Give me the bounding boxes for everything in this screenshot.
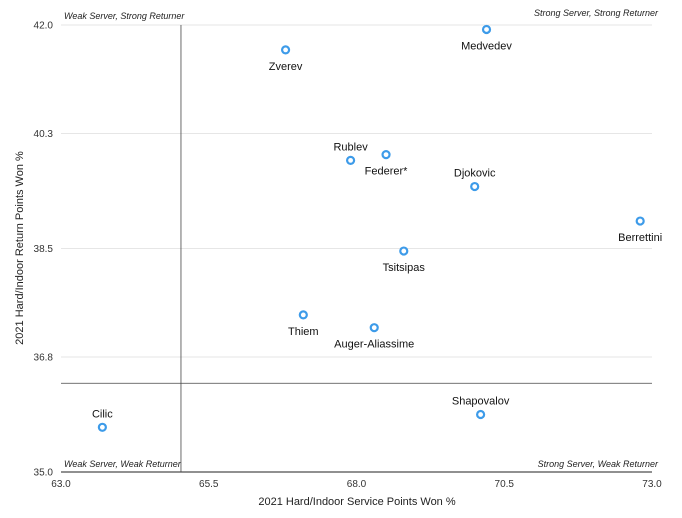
data-point: [345, 155, 356, 165]
data-label: Djokovic: [454, 168, 496, 180]
data-point: [481, 24, 492, 35]
y-tick-label: 38.5: [34, 244, 54, 255]
gridlines: [61, 24, 652, 473]
data-label: Cilic: [92, 408, 113, 420]
y-tick-label: 42.0: [34, 21, 54, 32]
x-tick-label: 73.0: [642, 479, 662, 490]
y-tick-label: 36.8: [34, 353, 54, 364]
y-tick-label: 40.3: [34, 129, 54, 140]
data-point: [470, 181, 480, 192]
quadrant-label-top-right: Strong Server, Strong Returner: [534, 8, 659, 18]
data-point: [280, 45, 291, 55]
x-tick-label: 70.5: [495, 479, 515, 490]
data-label: Berrettini: [618, 232, 662, 244]
x-tick-label: 63.0: [51, 479, 71, 490]
data-label: Federer*: [365, 166, 409, 178]
data-point: [635, 216, 645, 226]
data-point: [399, 246, 409, 256]
data-point: [369, 323, 379, 333]
quadrant-label-top-left: Weak Server, Strong Returner: [64, 11, 185, 21]
data-label: Tsitsipas: [383, 262, 426, 274]
data-point: [476, 409, 486, 420]
y-axis-title: 2021 Hard/Indoor Return Points Won %: [14, 151, 26, 345]
data-point: [298, 310, 308, 320]
quadrant-label-bottom-left: Weak Server, Weak Returner: [64, 459, 182, 469]
quadrant-labels: Weak Server, Strong Returner Strong Serve…: [64, 8, 659, 469]
data-label: Zverev: [269, 61, 303, 73]
tick-labels: 35.0 36.8 38.5 40.3 42.0 63.0 65.5 68.0 70.5 73.0: [34, 21, 663, 491]
x-axis-title: 2021 Hard/Indoor Service Points Won %: [258, 496, 456, 508]
y-tick-label: 35.0: [34, 468, 54, 479]
x-tick-label: 68.0: [347, 479, 367, 490]
data-points: Medvedev Zverev Rublev Federer* Djokovic Berr…: [92, 24, 662, 432]
reference-lines: [61, 25, 652, 472]
data-label: Shapovalov: [452, 396, 510, 408]
data-point: [381, 150, 391, 160]
x-tick-label: 65.5: [199, 479, 219, 490]
data-label: Auger-Aliassime: [334, 339, 414, 351]
data-label: Rublev: [333, 141, 368, 153]
data-point: [97, 422, 107, 432]
data-label: Medvedev: [461, 40, 512, 52]
quadrant-label-bottom-right: Strong Server, Weak Returner: [538, 459, 659, 469]
data-label: Thiem: [288, 326, 319, 338]
